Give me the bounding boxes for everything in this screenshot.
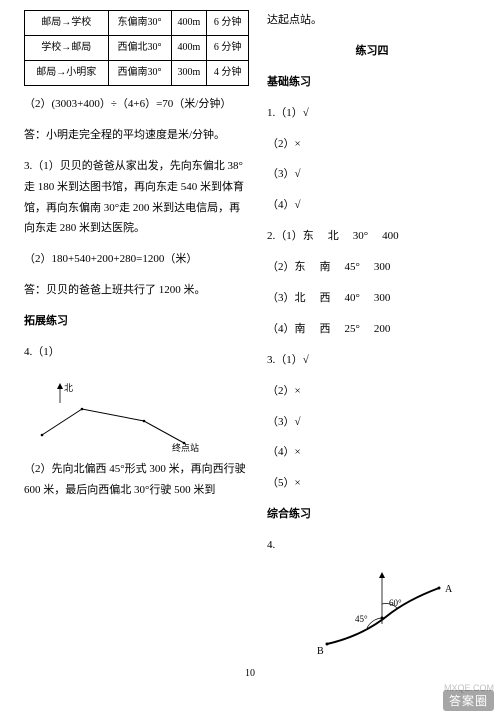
q2-row: （2）东 南 45° 300 (267, 257, 477, 278)
q2-row: （4）南 西 25° 200 (267, 319, 477, 340)
table-cell: 4 分钟 (207, 61, 249, 86)
heading-basic: 基础练习 (267, 72, 477, 93)
q3-item: （3）√ (267, 412, 477, 433)
q2-cell: 300 (374, 288, 391, 309)
q2-cell: 400 (382, 226, 399, 247)
q2-cell: 西 (320, 288, 331, 309)
diagram-route: 北 终点站 (24, 373, 249, 453)
diagram-label-end: 终点站 (172, 442, 199, 453)
diagram-label-45: 45° (355, 614, 368, 624)
para-answer: 答：小明走完全程的平均速度是米/分钟。 (24, 125, 249, 146)
q1-item: （4）√ (267, 195, 477, 216)
diagram-label-a: A (445, 584, 453, 595)
para-q4: 4. (267, 535, 477, 556)
left-column: 邮局→学校 东偏南30° 400m 6 分钟 学校→邮局 西偏北30° 400m… (24, 10, 249, 662)
q1-item: （2）× (267, 134, 477, 155)
para-continue: 达起点站。 (267, 10, 477, 31)
q2-cell: 2.（1）东 (267, 226, 314, 247)
q2-cell: 40° (345, 288, 360, 309)
table-cell: 邮局→学校 (25, 11, 109, 36)
q2-cell: 30° (353, 226, 368, 247)
right-column: 达起点站。 练习四 基础练习 1.（1）√ （2）× （3）√ （4）√ 2.（… (267, 10, 477, 662)
diagram-label-b: B (317, 646, 324, 656)
q3-item: （2）× (267, 381, 477, 402)
table-cell: 学校→邮局 (25, 36, 109, 61)
table-cell: 400m (171, 11, 207, 36)
q3-item: 3.（1）√ (267, 350, 477, 371)
table-cell: 邮局→小明家 (25, 61, 109, 86)
heading-comprehensive: 综合练习 (267, 504, 477, 525)
table-cell: 西偏南30° (108, 61, 171, 86)
page-number: 10 (0, 666, 500, 679)
q3-item: （5）× (267, 473, 477, 494)
q2-row: 2.（1）东 北 30° 400 (267, 226, 477, 247)
q2-cell: 25° (345, 319, 360, 340)
para-calc2: （2）180+540+200+280=1200（米） (24, 249, 249, 270)
q2-cell: 西 (320, 319, 331, 340)
q2-cell: 南 (320, 257, 331, 278)
para-q4-2: （2）先向北偏西 45°形式 300 米，再向西行驶 600 米，最后向西偏北 … (24, 459, 249, 501)
q2-cell: （3）北 (267, 288, 306, 309)
watermark: 答案圈 (443, 690, 494, 711)
table-cell: 西偏北30° (108, 36, 171, 61)
para-answer2: 答：贝贝的爸爸上班共行了 1200 米。 (24, 280, 249, 301)
heading-expand: 拓展练习 (24, 311, 249, 332)
para-q4-1: 4.（1） (24, 342, 249, 363)
q3-item: （4）× (267, 442, 477, 463)
q2-cell: 300 (374, 257, 391, 278)
para-question3: 3.（1）贝贝的爸爸从家出发，先向东偏北 38°走 180 米到达图书馆，再向东… (24, 156, 249, 240)
diagram-label-north: 北 (64, 383, 73, 393)
diagram-angle: A B 45° 60° (267, 566, 477, 656)
route-table: 邮局→学校 东偏南30° 400m 6 分钟 学校→邮局 西偏北30° 400m… (24, 10, 249, 86)
heading-practice4: 练习四 (267, 41, 477, 62)
table-cell: 东偏南30° (108, 11, 171, 36)
q2-cell: 45° (345, 257, 360, 278)
table-cell: 6 分钟 (207, 36, 249, 61)
para-calc: （2）(3003+400）÷（4+6）=70（米/分钟） (24, 94, 249, 115)
table-cell: 300m (171, 61, 207, 86)
q2-cell: （2）东 (267, 257, 306, 278)
table-cell: 400m (171, 36, 207, 61)
q2-cell: 北 (328, 226, 339, 247)
table-cell: 6 分钟 (207, 11, 249, 36)
q2-cell: 200 (374, 319, 391, 340)
q2-cell: （4）南 (267, 319, 306, 340)
q1-item: 1.（1）√ (267, 103, 477, 124)
q1-item: （3）√ (267, 164, 477, 185)
q2-row: （3）北 西 40° 300 (267, 288, 477, 309)
